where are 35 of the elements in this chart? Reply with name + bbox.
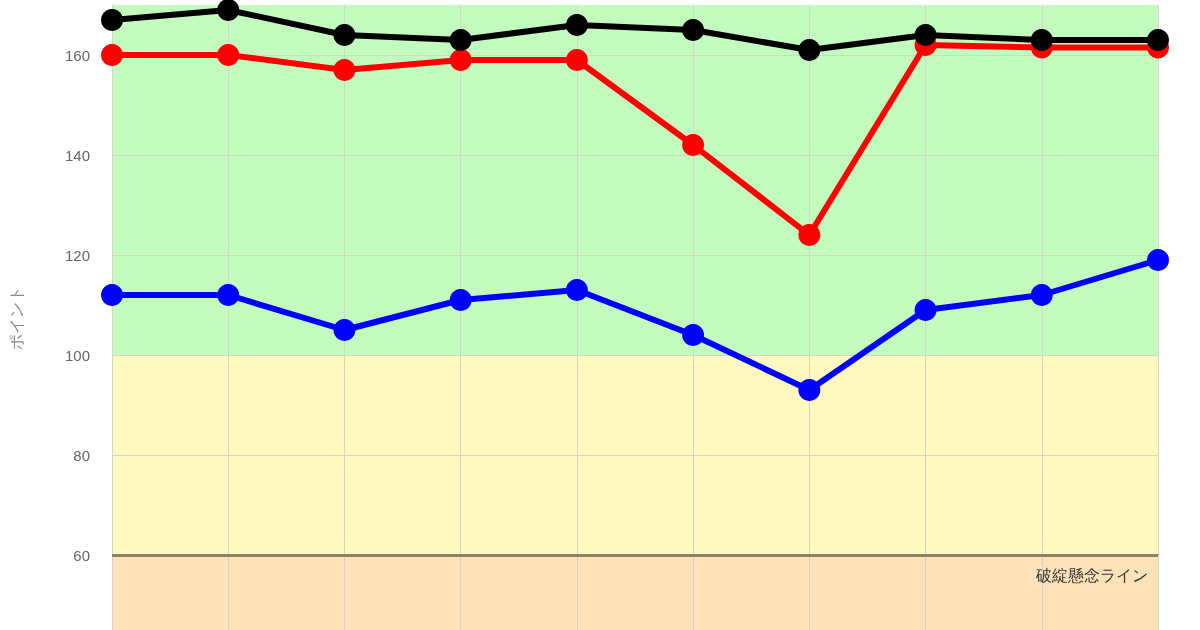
ref-line-label: 破綻懸念ライン [1035,566,1148,584]
y-tick-label: 120 [64,246,90,264]
point [565,14,588,36]
y-tick-label: 100 [64,346,90,364]
y-tick-label: 160 [64,46,90,64]
point [333,24,356,46]
point [217,44,240,66]
point [682,19,705,41]
point [682,324,705,346]
point [333,319,356,341]
point [1030,284,1053,306]
point [1147,249,1169,271]
y-tick-label: 80 [73,446,90,464]
point [565,49,588,71]
point [798,379,821,401]
point [217,284,240,306]
y-axis-title: ポイント [7,285,25,350]
point [449,289,472,311]
point [565,279,588,301]
point [101,9,123,31]
y-tick-label: 60 [73,546,90,564]
point [682,134,705,156]
point [1147,29,1169,51]
point [217,0,240,21]
point [914,299,937,321]
point [101,44,123,66]
y-tick-label: 140 [64,146,90,164]
point [449,29,472,51]
point [333,59,356,81]
point [101,284,123,306]
point [798,39,821,61]
point [1030,29,1053,51]
point [798,224,821,246]
point [449,49,472,71]
point [914,24,937,46]
